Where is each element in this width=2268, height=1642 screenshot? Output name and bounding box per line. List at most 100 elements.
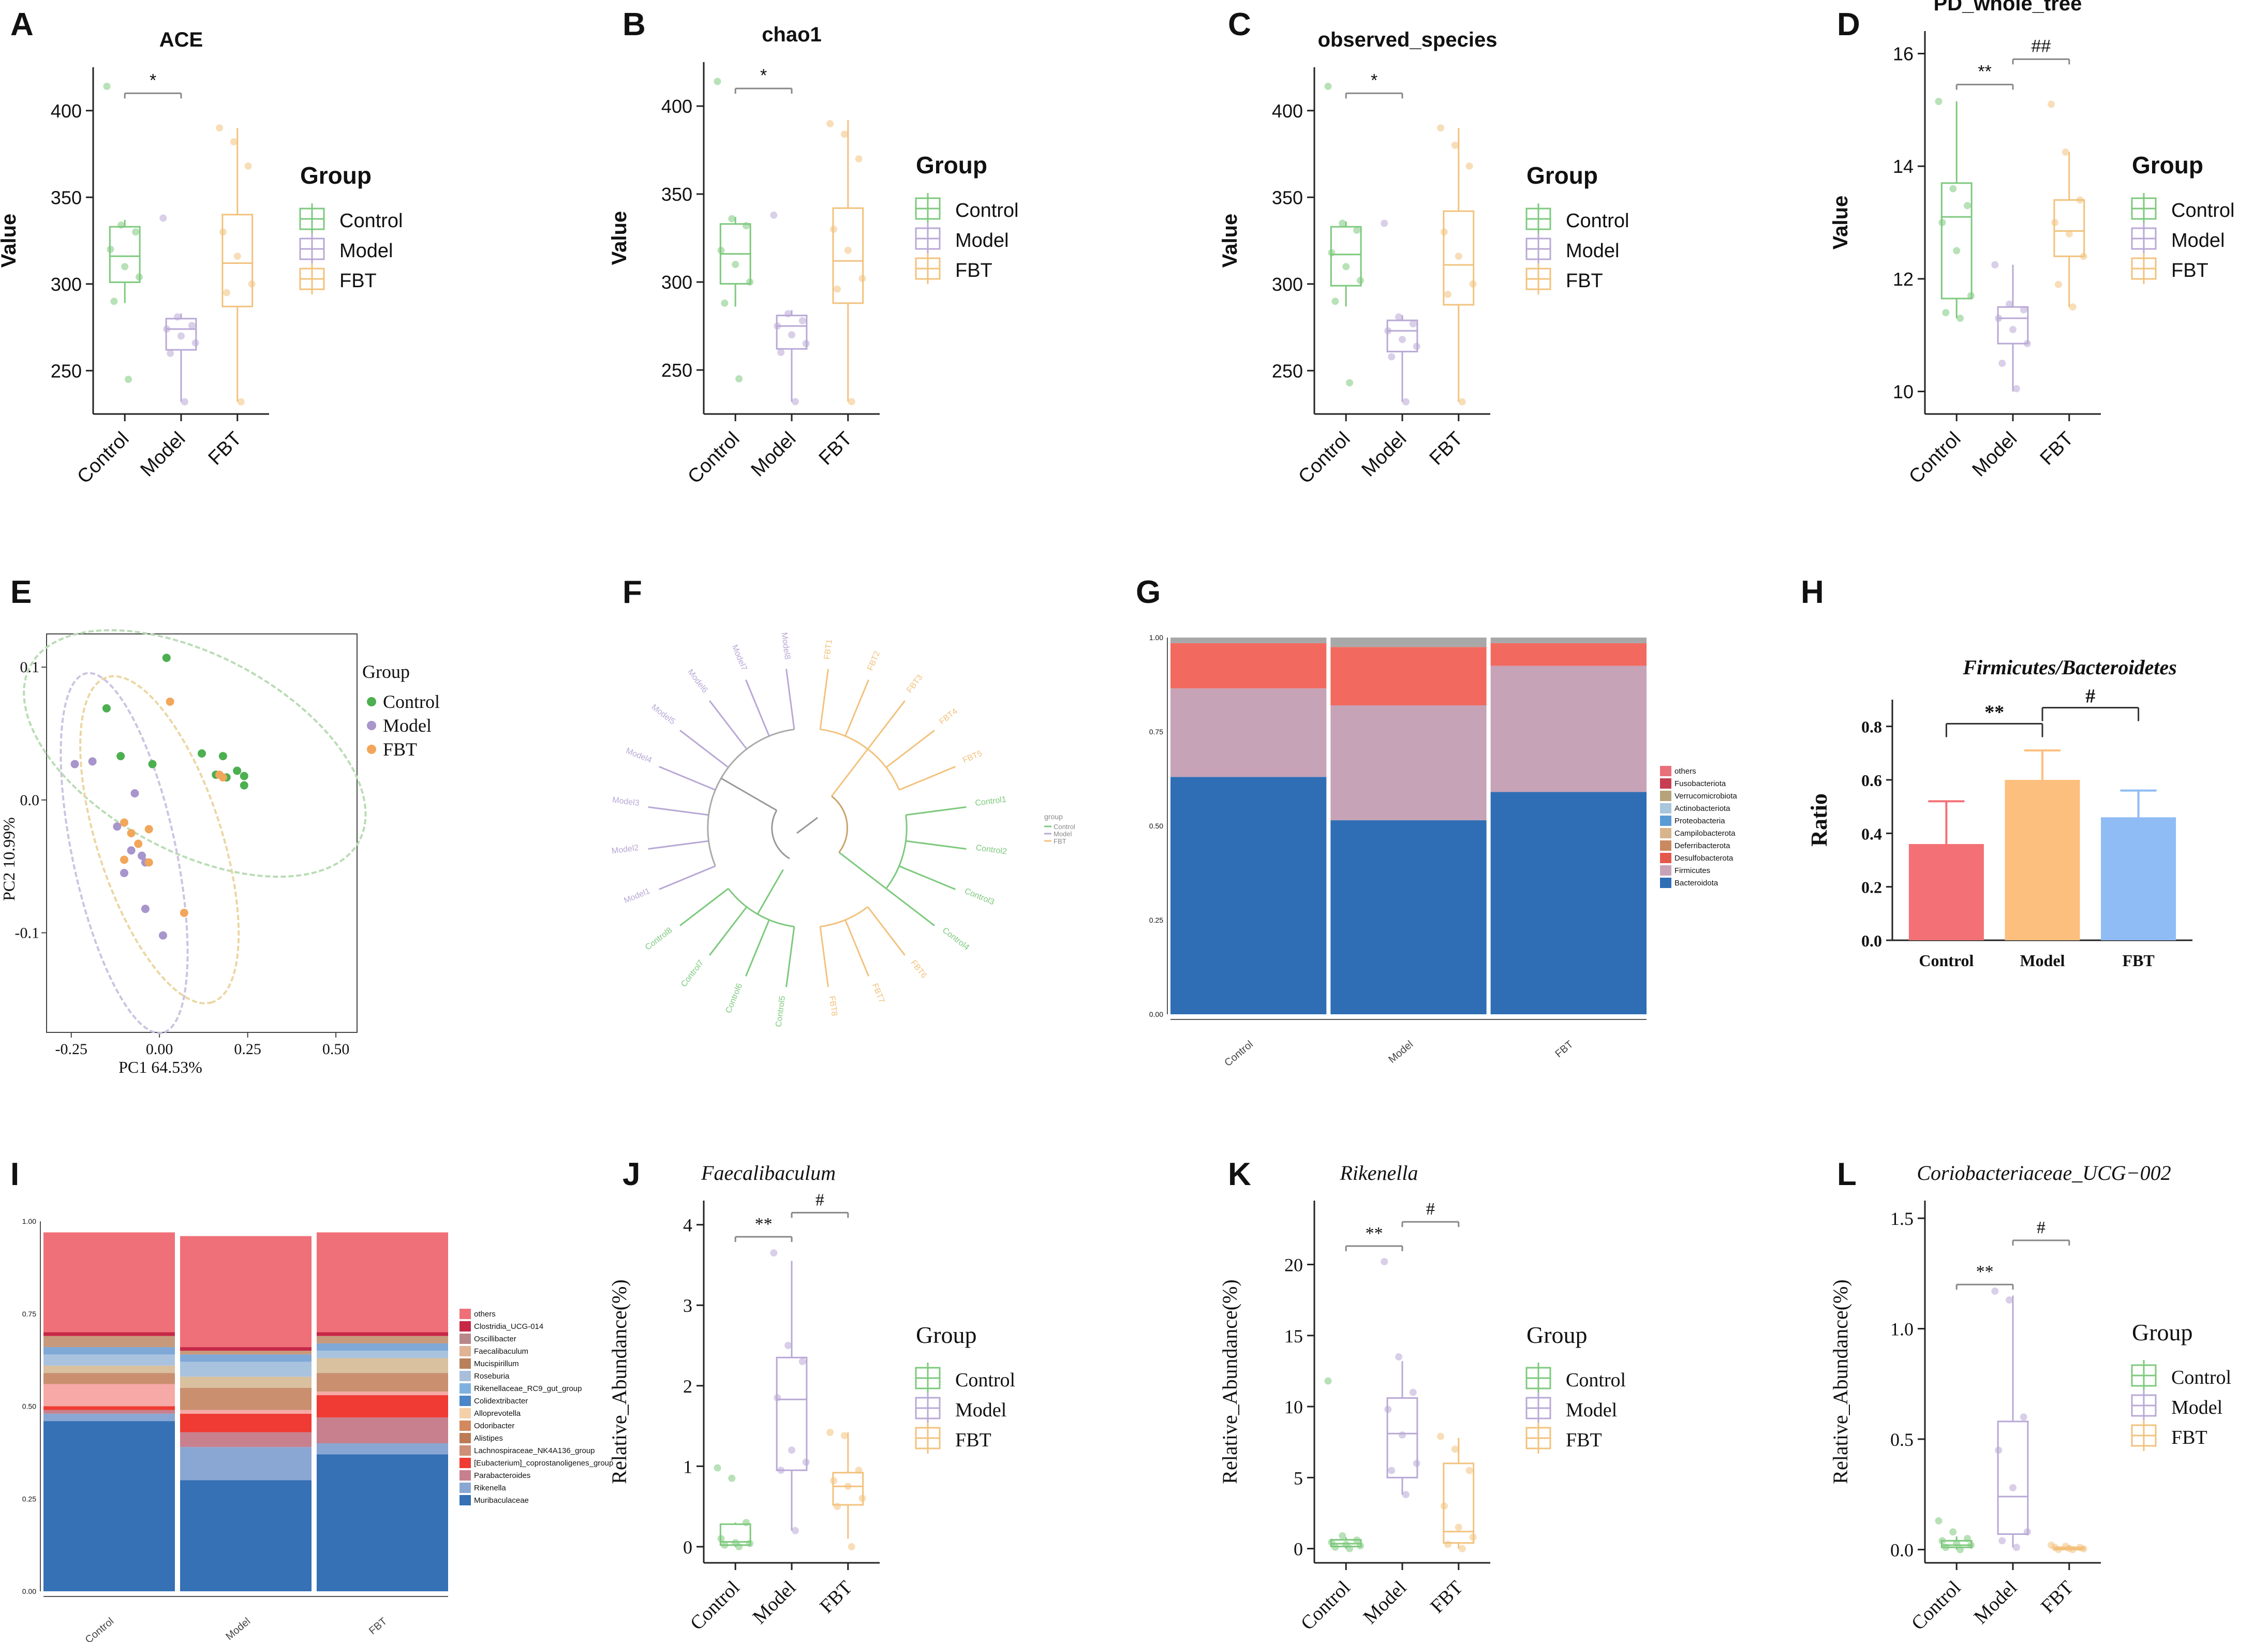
leaf-label: Model2 xyxy=(611,844,639,856)
data-point xyxy=(181,398,188,406)
data-point xyxy=(219,228,227,236)
data-point xyxy=(1399,1431,1406,1439)
legend-swatch xyxy=(459,1445,471,1456)
data-point xyxy=(1949,185,1957,193)
legend-label-control: Control xyxy=(2171,1367,2231,1388)
legend-label-model: Model xyxy=(339,240,393,262)
chart-panel-l: Coriobacteriaceae_UCG−002 0.0 0.5 1.0 1.5 Rel… xyxy=(1829,1161,2171,1634)
data-point xyxy=(1356,1542,1364,1550)
data-point xyxy=(1469,280,1477,288)
data-point xyxy=(791,398,799,406)
legend: Group Control Model FBT xyxy=(1525,1322,1626,1454)
chart-panel-f: FBT1 FBT2 FBT3 FBT4 FBT5 Control1 Control2 Cont… xyxy=(611,632,1075,1028)
box-fbt xyxy=(832,1472,864,1506)
data-point xyxy=(2054,280,2062,288)
legend-swatch xyxy=(459,1334,471,1344)
y-tick-label: 3 xyxy=(683,1295,692,1316)
y-tick-label: 0.25 xyxy=(22,1495,36,1503)
data-point xyxy=(746,278,753,286)
data-point xyxy=(1381,219,1388,227)
x-tick-label-model: Model xyxy=(749,1577,801,1629)
legend-label-fbt: FBT xyxy=(339,270,377,292)
stack-segment-faecalibaculum xyxy=(180,1351,312,1355)
chart-panel-d: PD_whole_tree 10 12 14 16 Value Control Model FB… xyxy=(1829,0,2101,488)
data-point xyxy=(1964,202,1971,210)
data-point xyxy=(743,1519,750,1527)
stack-segment-firmicutes xyxy=(1330,705,1487,821)
branch-leaf xyxy=(906,806,967,816)
legend-dot-control xyxy=(367,697,376,706)
data-point xyxy=(798,1358,806,1366)
stack-segment-oscillibacter xyxy=(317,1343,448,1351)
legend-label-control: Control xyxy=(955,200,1019,221)
legend-swatch xyxy=(1660,828,1671,838)
data-point xyxy=(1331,1543,1339,1551)
legend-label: Firmicutes xyxy=(1674,866,1710,875)
data-point xyxy=(855,1467,863,1474)
data-point xyxy=(188,322,196,330)
legend-swatch xyxy=(1660,840,1671,851)
leaf-label: FBT8 xyxy=(827,995,839,1016)
bar-control xyxy=(1908,844,1984,940)
data-point xyxy=(132,228,140,236)
data-point xyxy=(784,310,792,318)
data-point xyxy=(1458,1545,1466,1552)
chart-title: Coriobacteriaceae_UCG−002 xyxy=(1917,1161,2171,1185)
leaf-label: Model3 xyxy=(612,795,640,808)
clade-arc-model xyxy=(707,728,795,867)
panel-label-g: G xyxy=(1136,574,1161,610)
data-point xyxy=(840,1432,848,1440)
stack-segment-rikenella xyxy=(43,1413,175,1422)
bar-model xyxy=(2005,780,2080,940)
x-tick-label-model: Model xyxy=(2020,951,2065,970)
chart-panel-h: Firmicutes/Bacteroidetes 0.0 0.2 0.4 0.6 0.8 R… xyxy=(1806,656,2192,970)
data-point xyxy=(721,1541,729,1549)
clade-arc-fbt-2 xyxy=(820,906,868,928)
data-point xyxy=(2020,306,2027,314)
stack-segment-others xyxy=(1170,638,1327,643)
y-tick-label: 1 xyxy=(683,1456,692,1477)
point-fbt xyxy=(180,909,188,917)
legend-label: Fusobacteriota xyxy=(1674,779,1726,788)
x-tick-label: 0.50 xyxy=(322,1041,350,1058)
chart-panel-c: observed_species 250 300 350 400 Value Control… xyxy=(1219,28,1497,488)
data-point xyxy=(833,1503,841,1511)
legend-label-control: Control xyxy=(383,691,440,712)
data-point xyxy=(1942,309,1950,317)
y-tick-label: 14 xyxy=(1893,156,1914,177)
data-point xyxy=(1346,1545,1354,1552)
legend-title: Group xyxy=(1526,162,1598,189)
data-point xyxy=(728,215,736,223)
y-axis-title: Value xyxy=(608,211,631,265)
stack-segment-others xyxy=(180,1236,312,1348)
y-tick-label: 400 xyxy=(661,96,692,117)
ellipse-control xyxy=(23,629,367,878)
data-point xyxy=(2009,326,2017,333)
data-point xyxy=(2080,1545,2087,1553)
x-tick-label-control: Control xyxy=(1297,1577,1355,1635)
stack-segment-parabacteroides xyxy=(180,1432,312,1447)
data-point xyxy=(1331,298,1339,305)
data-point xyxy=(1395,313,1403,321)
y-tick-label: 0 xyxy=(683,1537,692,1558)
data-point xyxy=(774,1394,781,1402)
legend-label-fbt: FBT xyxy=(2171,1427,2207,1448)
point-fbt xyxy=(166,697,174,706)
branch-leaf xyxy=(898,765,956,791)
point-control xyxy=(116,752,125,761)
legend-label: Deferribacterota xyxy=(1674,841,1730,850)
data-point xyxy=(2051,219,2059,226)
sig-label: ** xyxy=(1366,1224,1383,1243)
y-axis-title: Relative_Abundance(%) xyxy=(1218,1279,1241,1484)
x-tick-label-fbt: FBT xyxy=(367,1616,389,1637)
sig-label: # xyxy=(2085,686,2095,707)
legend-swatch xyxy=(459,1408,471,1418)
data-point xyxy=(1384,1406,1392,1413)
panel-label-c: C xyxy=(1228,7,1251,42)
data-point xyxy=(237,398,245,406)
data-point xyxy=(802,340,810,347)
data-point xyxy=(163,325,171,333)
branch-leaf xyxy=(844,919,870,977)
leaf-label: FBT7 xyxy=(870,982,886,1004)
box-fbt xyxy=(2053,199,2085,257)
